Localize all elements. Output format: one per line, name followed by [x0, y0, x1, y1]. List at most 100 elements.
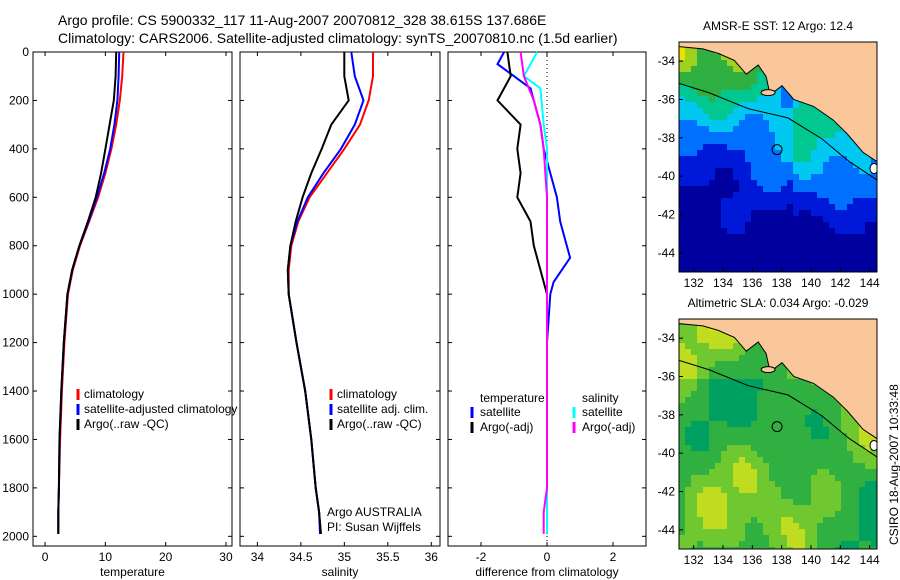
field-cell	[781, 487, 787, 493]
field-cell	[841, 517, 847, 523]
field-cell	[703, 162, 709, 168]
field-cell	[739, 355, 745, 361]
field-cell	[697, 409, 703, 415]
field-cell	[751, 264, 757, 270]
field-cell	[775, 156, 781, 162]
field-cell	[763, 120, 769, 126]
field-cell	[787, 439, 793, 445]
field-cell	[709, 270, 715, 272]
field-cell	[709, 150, 715, 156]
field-cell	[781, 421, 787, 427]
field-cell	[871, 451, 877, 457]
field-cell	[703, 337, 709, 343]
field-cell	[727, 463, 733, 469]
field-cell	[685, 547, 691, 549]
field-cell	[793, 445, 799, 451]
field-cell	[721, 60, 727, 66]
field-cell	[823, 192, 829, 198]
field-cell	[865, 517, 871, 523]
field-cell	[805, 132, 811, 138]
field-cell	[739, 180, 745, 186]
field-cell	[865, 511, 871, 517]
field-cell	[715, 541, 721, 547]
field-cell	[775, 541, 781, 547]
field-cell	[799, 451, 805, 457]
field-cell	[727, 174, 733, 180]
field-cell	[679, 168, 685, 174]
field-cell	[823, 210, 829, 216]
field-cell	[697, 258, 703, 264]
field-cell	[859, 517, 865, 523]
field-cell	[685, 481, 691, 487]
field-cell	[715, 258, 721, 264]
field-cell	[781, 403, 787, 409]
field-cell	[745, 204, 751, 210]
field-cell	[847, 180, 853, 186]
field-cell	[679, 132, 685, 138]
field-cell	[715, 102, 721, 108]
field-cell	[697, 240, 703, 246]
field-cell	[757, 493, 763, 499]
field-cell	[697, 529, 703, 535]
x-tick-label: 2	[610, 550, 617, 564]
field-cell	[679, 180, 685, 186]
field-cell	[871, 487, 877, 493]
field-cell	[829, 126, 835, 132]
field-cell	[835, 523, 841, 529]
map-x-tick-label: 134	[713, 276, 733, 290]
field-cell	[685, 186, 691, 192]
field-cell	[853, 451, 859, 457]
field-cell	[793, 511, 799, 517]
field-cell	[799, 541, 805, 547]
field-cell	[751, 529, 757, 535]
field-cell	[709, 78, 715, 84]
field-cell	[739, 391, 745, 397]
field-cell	[787, 126, 793, 132]
field-cell	[703, 499, 709, 505]
field-cell	[703, 84, 709, 90]
field-cell	[697, 355, 703, 361]
field-cell	[853, 240, 859, 246]
field-cell	[787, 258, 793, 264]
field-cell	[691, 114, 697, 120]
field-cell	[745, 114, 751, 120]
field-cell	[727, 270, 733, 272]
field-cell	[703, 517, 709, 523]
field-cell	[769, 379, 775, 385]
field-cell	[757, 397, 763, 403]
field-cell	[727, 258, 733, 264]
field-cell	[823, 186, 829, 192]
field-cell	[853, 150, 859, 156]
field-cell	[691, 343, 697, 349]
field-cell	[793, 391, 799, 397]
field-cell	[691, 421, 697, 427]
field-cell	[739, 361, 745, 367]
field-cell	[685, 433, 691, 439]
field-cell	[697, 102, 703, 108]
field-cell	[697, 246, 703, 252]
field-cell	[757, 156, 763, 162]
field-cell	[739, 379, 745, 385]
field-cell	[679, 204, 685, 210]
field-cell	[829, 433, 835, 439]
field-cell	[715, 415, 721, 421]
field-cell	[853, 433, 859, 439]
field-cell	[721, 415, 727, 421]
field-cell	[703, 529, 709, 535]
field-cell	[835, 228, 841, 234]
field-cell	[757, 355, 763, 361]
field-cell	[793, 246, 799, 252]
field-cell	[769, 114, 775, 120]
field-cell	[847, 210, 853, 216]
field-cell	[835, 198, 841, 204]
field-cell	[733, 192, 739, 198]
field-cell	[679, 451, 685, 457]
field-cell	[793, 156, 799, 162]
field-cell	[727, 204, 733, 210]
field-cell	[733, 96, 739, 102]
field-cell	[697, 204, 703, 210]
field-cell	[859, 186, 865, 192]
field-cell	[835, 126, 841, 132]
field-cell	[691, 84, 697, 90]
map-title: AMSR-E SST: 12 Argo: 12.4	[703, 19, 853, 33]
